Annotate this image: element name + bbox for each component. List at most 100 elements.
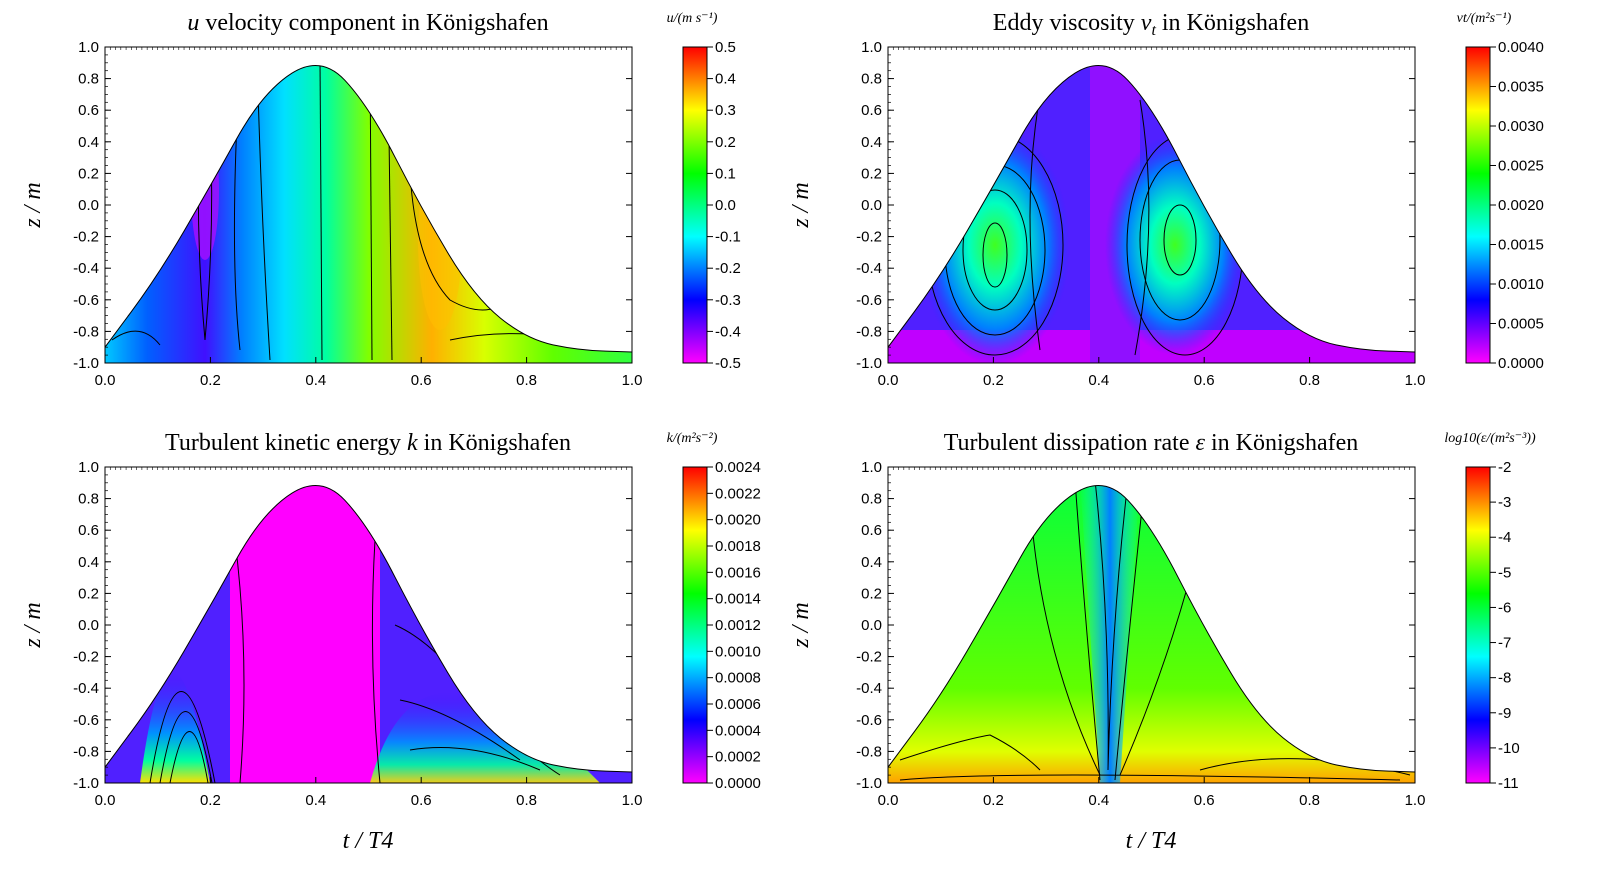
colorbar-tick-label: 0.0025 bbox=[1498, 158, 1544, 175]
y-tick-label: 0.2 bbox=[78, 585, 99, 602]
y-tick-label: 0.2 bbox=[861, 585, 882, 602]
x-tick-label: 0.0 bbox=[95, 792, 116, 809]
x-tick-label: 0.4 bbox=[305, 372, 326, 389]
colorbar bbox=[1465, 46, 1491, 364]
colorbar-tick-label: 0.0020 bbox=[715, 512, 761, 529]
colorbar bbox=[682, 46, 708, 364]
y-tick-label: -0.6 bbox=[856, 712, 882, 729]
colorbar-tick-label: 0.0012 bbox=[715, 617, 761, 634]
y-tick-label: 0.8 bbox=[861, 491, 882, 508]
y-tick-label: 0.4 bbox=[861, 134, 882, 151]
y-tick-label: 0.6 bbox=[861, 102, 882, 119]
y-tick-label: 0.2 bbox=[861, 165, 882, 182]
y-tick-label: -0.6 bbox=[856, 292, 882, 309]
colorbar-tick-label: 0.0 bbox=[715, 197, 736, 214]
y-tick-label: 0.2 bbox=[78, 165, 99, 182]
colorbar-tick-label: 0.2 bbox=[715, 134, 736, 151]
x-tick-label: 0.8 bbox=[516, 792, 537, 809]
y-tick-label: 0.6 bbox=[78, 102, 99, 119]
y-tick-label: 1.0 bbox=[78, 39, 99, 56]
y-tick-label: -0.4 bbox=[73, 260, 99, 277]
colorbar bbox=[1465, 466, 1491, 784]
colorbar-tick-label: 0.0000 bbox=[1498, 355, 1544, 372]
colorbar-tick-label: 0.0035 bbox=[1498, 79, 1544, 96]
panel-title: Eddy viscosity νt in Königshafen bbox=[993, 10, 1309, 39]
water-surface-line bbox=[104, 65, 633, 353]
x-tick-label: 0.6 bbox=[411, 372, 432, 389]
colorbar-tick-label: 0.4 bbox=[715, 71, 736, 88]
y-tick-label: -1.0 bbox=[73, 775, 99, 792]
x-axis-label: t / T4 bbox=[343, 828, 394, 854]
panel-u-velocity: -1.0 -0.8 -0.6 -0.4 -0.2 0.0 0.2 0.4 0.6 0.8 1.0 0.… bbox=[20, 10, 741, 389]
y-tick-label: 0.8 bbox=[78, 71, 99, 88]
colorbar-tick-label: 0.0014 bbox=[715, 591, 761, 608]
x-tick-label: 1.0 bbox=[1405, 792, 1426, 809]
panel-title: u velocity component in Königshafen bbox=[187, 10, 548, 36]
water-surface-line bbox=[887, 65, 1416, 353]
x-tick-label: 0.6 bbox=[1194, 372, 1215, 389]
panel-eddy-viscosity: -1.0 -0.8 -0.6 -0.4 -0.2 0.0 0.2 0.4 0.6 0.8 1.0 0.… bbox=[788, 10, 1544, 389]
y-tick-label: 0.0 bbox=[861, 197, 882, 214]
colorbar-label: log10(ε/(m²s⁻³)) bbox=[1444, 431, 1536, 446]
y-tick-label: -0.2 bbox=[856, 649, 882, 666]
colorbar-label: νt/(m²s⁻¹) bbox=[1457, 11, 1512, 26]
colorbar-tick-label: -9 bbox=[1498, 705, 1511, 722]
y-axis-label: z / m bbox=[20, 182, 46, 228]
colorbar-tick-label: -10 bbox=[1498, 740, 1520, 757]
colorbar-tick-label: -7 bbox=[1498, 635, 1511, 652]
colorbar-tick-label: 0.0000 bbox=[715, 775, 761, 792]
x-tick-label: 0.4 bbox=[1088, 792, 1109, 809]
y-tick-label: 0.6 bbox=[78, 522, 99, 539]
y-axis-label: z / m bbox=[788, 182, 814, 228]
y-axis-label: z / m bbox=[788, 602, 814, 648]
colorbar-tick-label: 0.0020 bbox=[1498, 197, 1544, 214]
colorbar-tick-label: 0.0030 bbox=[1498, 118, 1544, 135]
y-tick-label: -0.8 bbox=[73, 323, 99, 340]
y-tick-label: 0.0 bbox=[861, 617, 882, 634]
colorbar-tick-label: 0.0005 bbox=[1498, 316, 1544, 333]
y-tick-label: 1.0 bbox=[861, 39, 882, 56]
panel-title: Turbulent kinetic energy k in Königshafe… bbox=[165, 430, 571, 456]
x-tick-label: 0.2 bbox=[983, 372, 1004, 389]
y-tick-label: 0.4 bbox=[78, 554, 99, 571]
colorbar-tick-label: 0.3 bbox=[715, 102, 736, 119]
y-axis-label: z / m bbox=[20, 602, 46, 648]
y-tick-label: -0.2 bbox=[856, 229, 882, 246]
y-tick-label: -1.0 bbox=[856, 355, 882, 372]
colorbar-tick-label: -2 bbox=[1498, 459, 1511, 476]
colorbar-tick-label: -11 bbox=[1498, 775, 1519, 792]
colorbar-label: u/(m s⁻¹) bbox=[667, 11, 718, 26]
water-surface-line bbox=[104, 485, 633, 773]
colorbar-label: k/(m²s⁻²) bbox=[667, 431, 718, 446]
colorbar-tick-label: -0.3 bbox=[715, 292, 741, 309]
colorbar-tick-label: 0.0006 bbox=[715, 696, 761, 713]
colorbar-tick-label: -8 bbox=[1498, 670, 1511, 687]
colorbar-tick-label: -3 bbox=[1498, 494, 1511, 511]
colorbar-tick-label: 0.0004 bbox=[715, 722, 761, 739]
colorbar-tick-label: -0.5 bbox=[715, 355, 741, 372]
y-tick-label: -0.6 bbox=[73, 712, 99, 729]
panel-dissipation: -1.0 -0.8 -0.6 -0.4 -0.2 0.0 0.2 0.4 0.6 0.8 1.0 0.… bbox=[788, 430, 1536, 854]
y-tick-label: -1.0 bbox=[856, 775, 882, 792]
x-tick-label: 0.8 bbox=[516, 372, 537, 389]
water-surface-line bbox=[887, 485, 1416, 773]
colorbar-tick-label: -5 bbox=[1498, 564, 1511, 581]
panel-tke: -1.0 -0.8 -0.6 -0.4 -0.2 0.0 0.2 0.4 0.6 0.8 1.0 0.… bbox=[20, 430, 761, 854]
x-tick-label: 0.0 bbox=[95, 372, 116, 389]
y-tick-label: 0.0 bbox=[78, 197, 99, 214]
x-axis-label: t / T4 bbox=[1126, 828, 1177, 854]
y-tick-label: -0.8 bbox=[856, 323, 882, 340]
y-tick-label: -0.8 bbox=[73, 743, 99, 760]
x-tick-label: 0.8 bbox=[1299, 792, 1320, 809]
x-tick-label: 0.0 bbox=[878, 372, 899, 389]
x-tick-label: 1.0 bbox=[622, 372, 643, 389]
x-tick-label: 0.6 bbox=[1194, 792, 1215, 809]
colorbar-tick-label: 0.0016 bbox=[715, 564, 761, 581]
y-tick-label: 0.4 bbox=[861, 554, 882, 571]
colorbar-tick-label: 0.0024 bbox=[715, 459, 761, 476]
x-tick-label: 0.2 bbox=[200, 792, 221, 809]
y-tick-label: 0.8 bbox=[78, 491, 99, 508]
colorbar-tick-label: 0.0040 bbox=[1498, 39, 1544, 56]
y-tick-label: -0.2 bbox=[73, 229, 99, 246]
